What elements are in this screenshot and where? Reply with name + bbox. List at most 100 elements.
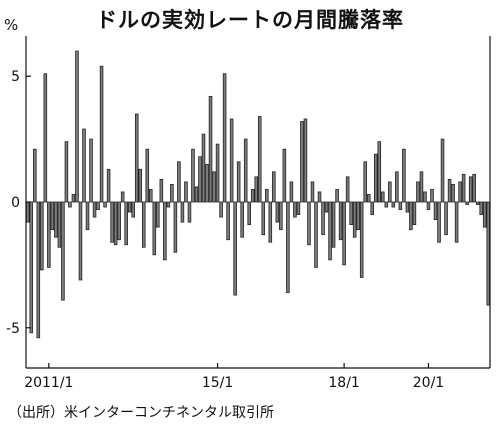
bar [219, 201, 223, 218]
bar [426, 201, 431, 210]
bar [405, 201, 410, 213]
bar [184, 181, 188, 203]
bar [75, 50, 79, 203]
bar [134, 113, 139, 203]
bar [138, 168, 143, 203]
bar [423, 191, 427, 203]
bar [395, 171, 399, 203]
x-tick-label: 15/1 [202, 375, 233, 391]
bar [85, 201, 90, 231]
bar [377, 141, 382, 203]
bar [293, 201, 297, 218]
y-tick-label: 0 [11, 195, 20, 211]
bar [314, 201, 318, 268]
bar [229, 118, 234, 203]
bar [29, 201, 34, 334]
y-tick-label: -5 [6, 321, 20, 337]
bar [310, 181, 315, 203]
bar [99, 65, 104, 203]
bar [243, 138, 248, 203]
bar [444, 201, 448, 236]
bar [479, 201, 483, 215]
bar [272, 171, 276, 203]
bar [240, 201, 244, 238]
bar [208, 95, 213, 203]
bar [156, 201, 160, 228]
bar [236, 161, 241, 203]
bar [198, 156, 202, 203]
bar [328, 201, 332, 261]
bar [205, 163, 209, 203]
axes-group: -5 0 5 2011/1 15/1 18/1 20/1 [6, 36, 491, 391]
bar [43, 73, 48, 203]
bar [187, 201, 192, 223]
bar [170, 183, 174, 203]
bar [159, 178, 164, 203]
bar [437, 201, 441, 243]
bar [261, 201, 266, 236]
bar [36, 201, 41, 339]
bar [40, 201, 44, 271]
bar [352, 201, 357, 238]
bar [131, 201, 135, 218]
bar [472, 173, 476, 203]
bar [289, 181, 294, 203]
bar [68, 201, 72, 208]
bar [163, 201, 167, 261]
bar [194, 186, 199, 203]
bar [433, 201, 438, 221]
bar [92, 201, 97, 218]
bar [113, 201, 118, 246]
bar [127, 201, 132, 213]
bar [475, 201, 480, 205]
bar [78, 201, 83, 281]
bar [33, 148, 37, 203]
bar [402, 148, 406, 203]
bar [268, 201, 273, 243]
bar [430, 189, 434, 203]
bar [391, 201, 396, 208]
bar [275, 201, 280, 223]
bar [468, 176, 473, 203]
bar [349, 201, 353, 226]
bar [54, 201, 58, 238]
bar [89, 138, 93, 203]
bar [152, 201, 157, 256]
bar [359, 201, 364, 278]
bar [454, 201, 459, 243]
bar [250, 189, 255, 203]
bars-group [25, 50, 491, 339]
bar [465, 201, 469, 205]
bar [338, 201, 343, 241]
bar [117, 201, 121, 241]
bar [409, 201, 413, 231]
bar [300, 121, 304, 203]
x-tick-label: 2011/1 [24, 375, 73, 391]
bar [50, 201, 55, 231]
bar [335, 189, 339, 203]
bar [124, 201, 128, 246]
bar [356, 201, 360, 231]
bar [363, 161, 367, 203]
bar [106, 168, 111, 203]
bar [324, 201, 329, 213]
bar [345, 176, 350, 203]
bar [222, 73, 227, 203]
bar [342, 201, 346, 266]
bar [103, 201, 107, 208]
bar [71, 194, 76, 203]
bar [141, 201, 146, 248]
bar [370, 201, 375, 215]
bar [149, 189, 153, 203]
bar [47, 201, 51, 268]
bar [373, 153, 378, 203]
bar [388, 181, 392, 203]
source-note: （出所）米インターコンチネンタル取引所 [8, 405, 274, 421]
bar [177, 161, 181, 203]
bar [120, 191, 125, 203]
bar [191, 148, 195, 203]
bar [57, 201, 62, 248]
bar [419, 171, 424, 203]
bar [303, 118, 308, 203]
bar [247, 201, 251, 226]
